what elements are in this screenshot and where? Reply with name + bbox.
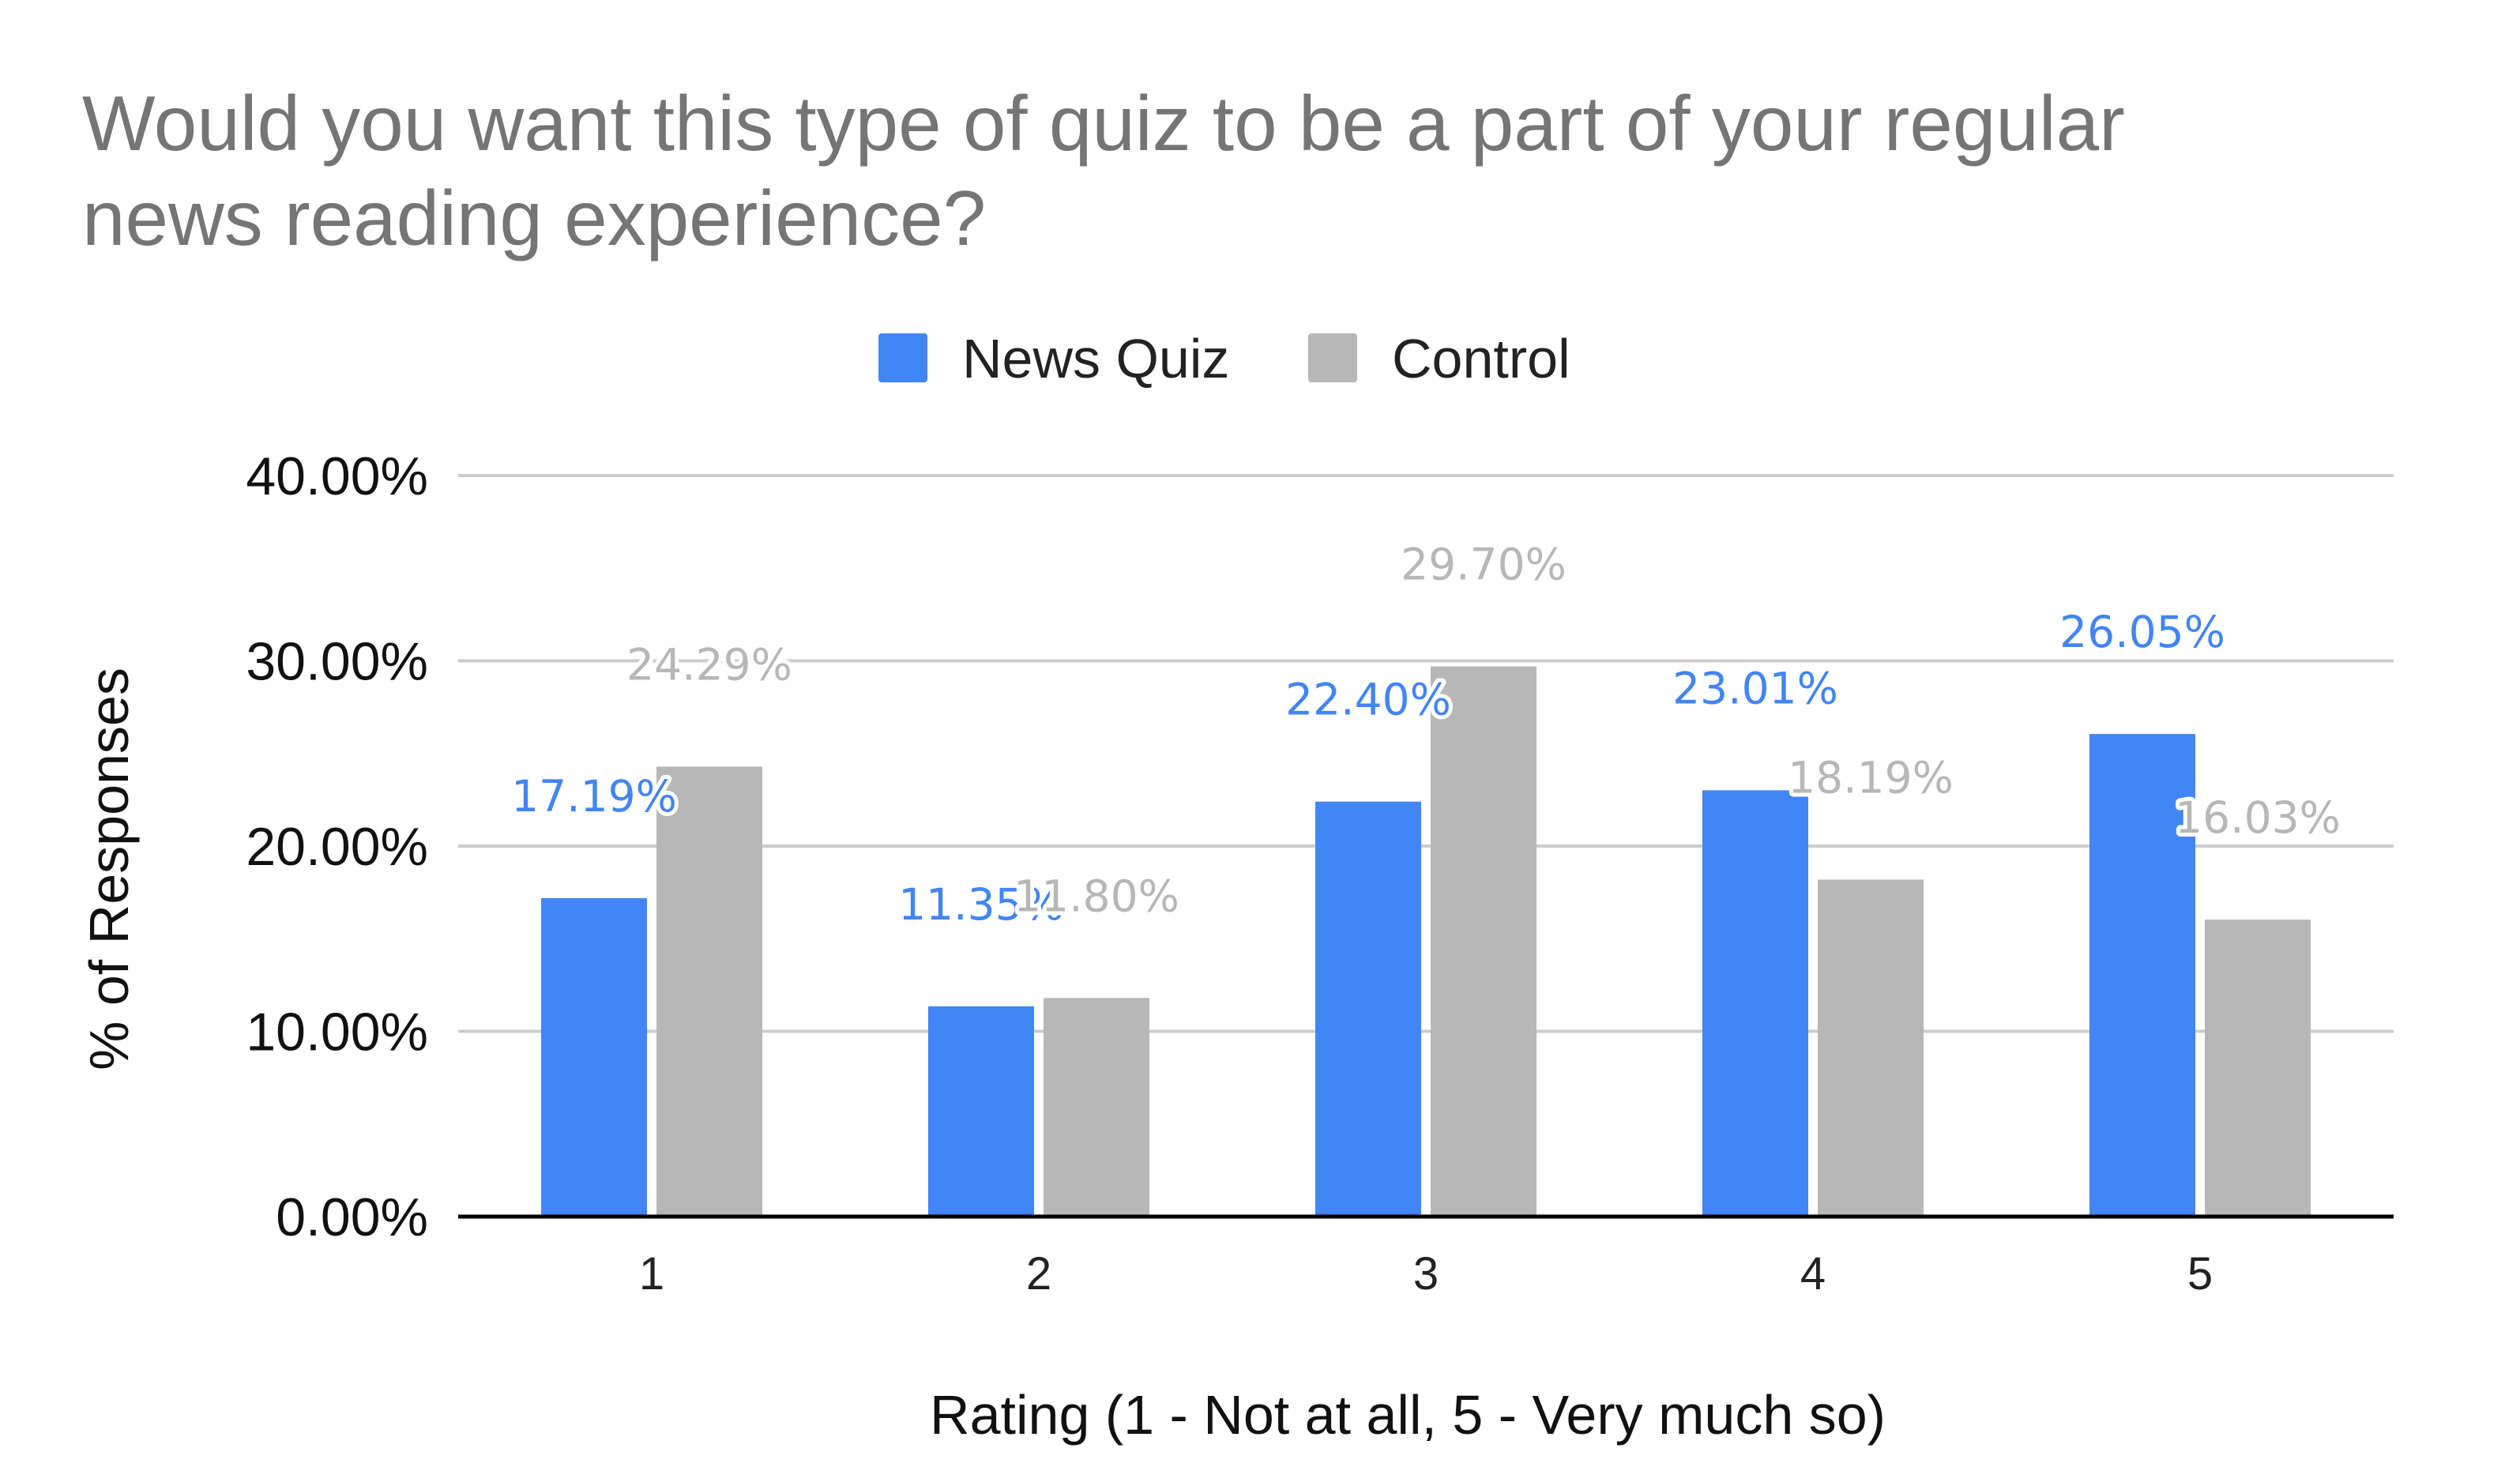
y-axis-title: % of Responses bbox=[78, 668, 140, 1070]
data-label-news-quiz-5: 26.05% bbox=[2059, 607, 2225, 657]
gridlines bbox=[458, 474, 2394, 1033]
bar-control-3 bbox=[1431, 666, 1536, 1217]
x-tick-label: 4 bbox=[1800, 1248, 1826, 1300]
bar-control-4 bbox=[1818, 879, 1924, 1217]
data-label-news-quiz-4: 23.01% bbox=[1672, 663, 1838, 713]
y-tick-label: 40.00% bbox=[246, 446, 428, 506]
y-tick-label: 30.00% bbox=[246, 632, 428, 692]
x-axis-ticks: 1 2 3 4 5 bbox=[639, 1248, 2213, 1300]
bar-news-quiz-2 bbox=[928, 1006, 1034, 1217]
data-label-news-quiz-2: 11.35% bbox=[898, 879, 1064, 930]
bar-control-2 bbox=[1044, 998, 1149, 1217]
data-label-news-quiz-1: 17.19% bbox=[511, 771, 677, 822]
chart-title-line-2: news reading experience? bbox=[82, 175, 986, 261]
data-label-control-2: 11.80% bbox=[1014, 871, 1179, 921]
legend: News Quiz Control bbox=[878, 328, 1570, 389]
legend-label-control: Control bbox=[1392, 328, 1570, 389]
chart-title-line-1: Would you want this type of quiz to be a… bbox=[82, 80, 2125, 167]
x-tick-label: 3 bbox=[1413, 1248, 1439, 1300]
bar-control-1 bbox=[656, 766, 762, 1217]
legend-swatch-news-quiz bbox=[878, 333, 927, 382]
x-tick-label: 1 bbox=[639, 1248, 664, 1300]
data-label-news-quiz-3: 22.40% bbox=[1285, 675, 1451, 725]
legend-swatch-control bbox=[1308, 333, 1357, 382]
x-tick-label: 5 bbox=[2187, 1248, 2213, 1300]
chart-title: Would you want this type of quiz to be a… bbox=[82, 80, 2125, 261]
x-tick-label: 2 bbox=[1026, 1248, 1051, 1300]
y-axis-ticks: 0.00% 10.00% 20.00% 30.00% 40.00% bbox=[246, 446, 428, 1247]
data-labels: 17.19% 24.29% 11.35%11.80% 22.40% 29.70% 23.0… bbox=[507, 536, 2345, 934]
data-label-control-3: 29.70% bbox=[1401, 540, 1567, 590]
bar-control-5 bbox=[2205, 920, 2311, 1217]
y-tick-label: 20.00% bbox=[246, 817, 428, 877]
bar-news-quiz-4 bbox=[1702, 790, 1808, 1217]
bar-news-quiz-3 bbox=[1315, 801, 1421, 1217]
data-label-control-5: 16.03% bbox=[2175, 792, 2341, 843]
y-tick-label: 0.00% bbox=[276, 1187, 428, 1247]
data-label-control-1: 24.29% bbox=[626, 639, 792, 690]
x-axis-title: Rating (1 - Not at all, 5 - Very much so… bbox=[930, 1384, 1886, 1446]
data-label-control-4: 18.19% bbox=[1788, 752, 1954, 803]
legend-label-news-quiz: News Quiz bbox=[962, 328, 1229, 389]
y-tick-label: 10.00% bbox=[246, 1002, 428, 1063]
bar-news-quiz-5 bbox=[2089, 734, 2195, 1217]
bar-news-quiz-1 bbox=[541, 897, 647, 1217]
bars bbox=[541, 666, 2311, 1217]
